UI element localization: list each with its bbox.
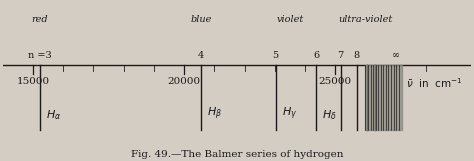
Text: red: red	[32, 15, 48, 24]
Text: 25000: 25000	[319, 77, 352, 86]
Text: n =3: n =3	[28, 51, 52, 60]
Text: 6: 6	[313, 51, 319, 60]
Text: 15000: 15000	[17, 77, 50, 86]
Text: 8: 8	[354, 51, 360, 60]
Text: $H_\beta$: $H_\beta$	[207, 106, 222, 123]
Text: 20000: 20000	[167, 77, 201, 86]
Text: Fig. 49.—The Balmer series of hydrogen: Fig. 49.—The Balmer series of hydrogen	[131, 150, 343, 159]
Text: 5: 5	[273, 51, 279, 60]
Text: $H_\gamma$: $H_\gamma$	[282, 106, 297, 123]
Text: ∞: ∞	[392, 51, 400, 60]
Bar	[365, 65, 401, 130]
Text: 4: 4	[198, 51, 204, 60]
Text: 7: 7	[337, 51, 344, 60]
Text: blue: blue	[191, 15, 212, 24]
Text: ultra-violet: ultra-violet	[338, 15, 392, 24]
Text: $\bar{\nu}$  in  cm$^{-1}$: $\bar{\nu}$ in cm$^{-1}$	[406, 76, 462, 90]
Text: $H_\delta$: $H_\delta$	[322, 109, 337, 123]
Text: violet: violet	[276, 15, 303, 24]
Text: $H_\alpha$: $H_\alpha$	[46, 109, 62, 123]
